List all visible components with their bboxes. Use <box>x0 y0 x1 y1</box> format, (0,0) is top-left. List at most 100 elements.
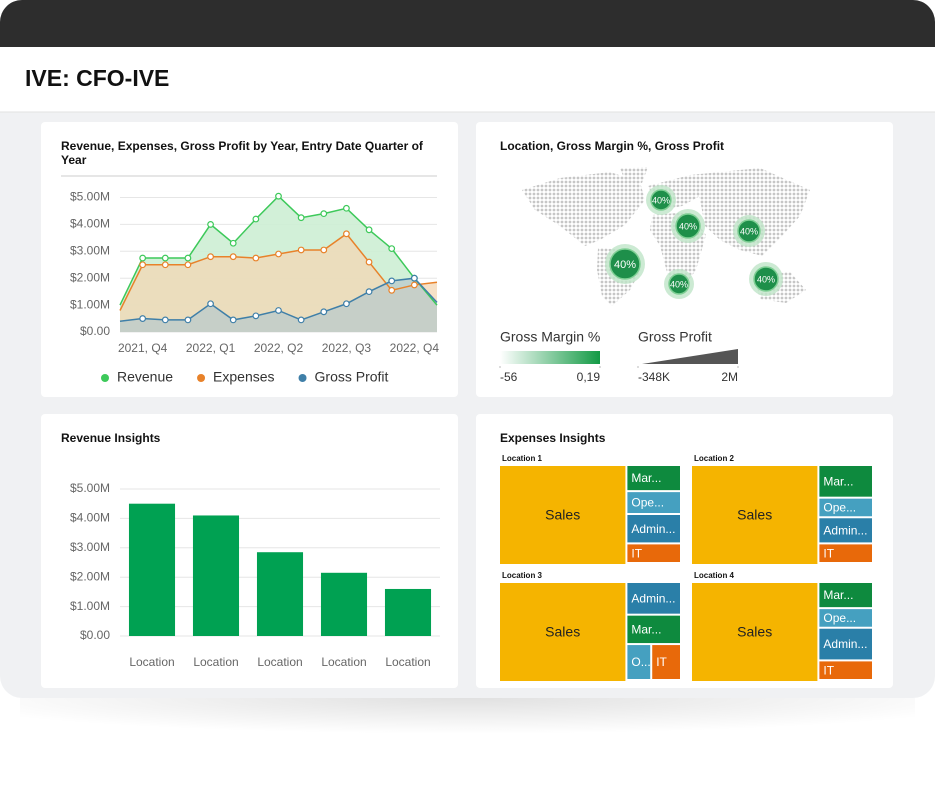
point <box>320 246 328 254</box>
bubble-label: 40% <box>652 195 670 205</box>
point <box>161 316 169 324</box>
treemap-cell <box>819 609 872 627</box>
point <box>297 214 305 222</box>
treemap-cell <box>819 498 872 517</box>
panel-title-box: Revenue, Expenses, Gross Profit by Year,… <box>61 139 423 167</box>
legend-label: Gross Profit <box>315 369 389 385</box>
y-tick-label: $5.00M <box>70 481 110 495</box>
y-tick-label: $1.00M <box>70 297 110 311</box>
point <box>139 315 147 322</box>
x-tick-label: Location <box>321 655 366 669</box>
panel-title: Revenue, Expenses, Gross Profit by Year,… <box>61 139 423 167</box>
group-label: Location 3 <box>502 571 543 580</box>
point <box>365 258 373 266</box>
point <box>410 274 418 282</box>
treemap-cell <box>627 544 680 562</box>
point <box>388 286 396 294</box>
treemap-cell <box>819 583 872 608</box>
group-label: Location 2 <box>694 454 735 463</box>
point <box>229 316 237 324</box>
legend-tick-label: -348K <box>638 370 670 384</box>
y-tick-label: $3.00M <box>70 243 110 257</box>
point <box>320 210 328 218</box>
page-title: IVE: CFO-IVE <box>25 65 169 91</box>
treemap-cell <box>692 466 818 564</box>
legend-swatch <box>298 374 307 382</box>
bubble <box>753 266 779 292</box>
point <box>229 239 237 247</box>
point <box>275 250 282 258</box>
cell-label: Ope... <box>823 611 856 625</box>
legend-swatch <box>197 374 206 382</box>
cell-label: Ope... <box>823 501 856 515</box>
legend-label: Expenses <box>213 369 274 385</box>
point <box>297 316 305 324</box>
bubble-label: 40% <box>670 279 688 289</box>
bubble-label: 40% <box>740 226 758 236</box>
legend-title: Gross Margin % <box>500 329 600 345</box>
color-scale <box>500 351 600 364</box>
treemap-cell <box>819 518 872 543</box>
panel-title: Expenses Insights <box>500 431 606 445</box>
point <box>139 254 147 262</box>
treemap-cell <box>500 583 626 681</box>
treemap-cell <box>652 645 680 679</box>
point <box>161 261 169 269</box>
cell-label: Mar... <box>823 588 853 602</box>
y-tick-label: $5.00M <box>70 190 110 204</box>
point <box>343 230 350 238</box>
point <box>297 246 305 254</box>
legend-tick-label: 2M <box>721 370 738 384</box>
point <box>343 300 350 308</box>
x-tick-label: Location <box>257 655 302 669</box>
continent <box>522 172 645 246</box>
treemap-cell <box>500 466 626 564</box>
legend-tick-label: -56 <box>500 370 518 384</box>
bubble <box>675 213 701 239</box>
cell-label: Mar... <box>631 471 661 485</box>
bubble <box>650 189 672 211</box>
point <box>184 316 192 324</box>
treemap-cell <box>627 583 680 614</box>
point <box>365 288 373 296</box>
legend-label: Revenue <box>117 369 173 385</box>
cell-label: Admin... <box>823 524 867 538</box>
point <box>229 253 237 261</box>
group-label: Location 1 <box>502 454 543 463</box>
title-bar <box>0 0 935 47</box>
x-tick-label: Location <box>385 655 430 669</box>
size-scale <box>642 349 738 364</box>
x-tick-label: Location <box>193 655 238 669</box>
cell-label: Mar... <box>823 475 853 489</box>
bar <box>384 588 432 636</box>
point <box>388 277 396 285</box>
x-tick-label: 2022, Q2 <box>254 341 304 355</box>
bubble <box>668 273 690 295</box>
cell-label: Admin... <box>631 522 675 536</box>
treemap-cell <box>692 583 818 681</box>
x-tick-label: 2021, Q4 <box>118 341 168 355</box>
x-tick-label: 2022, Q3 <box>322 341 372 355</box>
continent <box>690 168 810 256</box>
x-tick-label: Location <box>129 655 174 669</box>
point <box>365 226 373 234</box>
treemap-cell <box>819 628 872 660</box>
cell-label: Admin... <box>631 592 675 606</box>
treemap-cell <box>627 615 680 644</box>
point <box>139 261 147 269</box>
cell-label: Sales <box>545 507 580 523</box>
bar <box>320 572 368 636</box>
y-tick-label: $2.00M <box>70 569 110 583</box>
cell-label: IT <box>823 546 834 560</box>
y-tick-label: $4.00M <box>70 217 110 231</box>
panel-title: Location, Gross Margin %, Gross Profit <box>500 139 724 153</box>
treemap-cell <box>627 515 680 543</box>
bar <box>256 552 304 636</box>
y-tick-label: $3.00M <box>70 540 110 554</box>
y-tick-label: $0.00 <box>80 324 110 338</box>
bar <box>192 515 240 636</box>
legend-tick-label: 0,19 <box>577 370 601 384</box>
point <box>275 307 282 314</box>
point <box>388 245 396 253</box>
treemap-cell <box>627 645 651 679</box>
